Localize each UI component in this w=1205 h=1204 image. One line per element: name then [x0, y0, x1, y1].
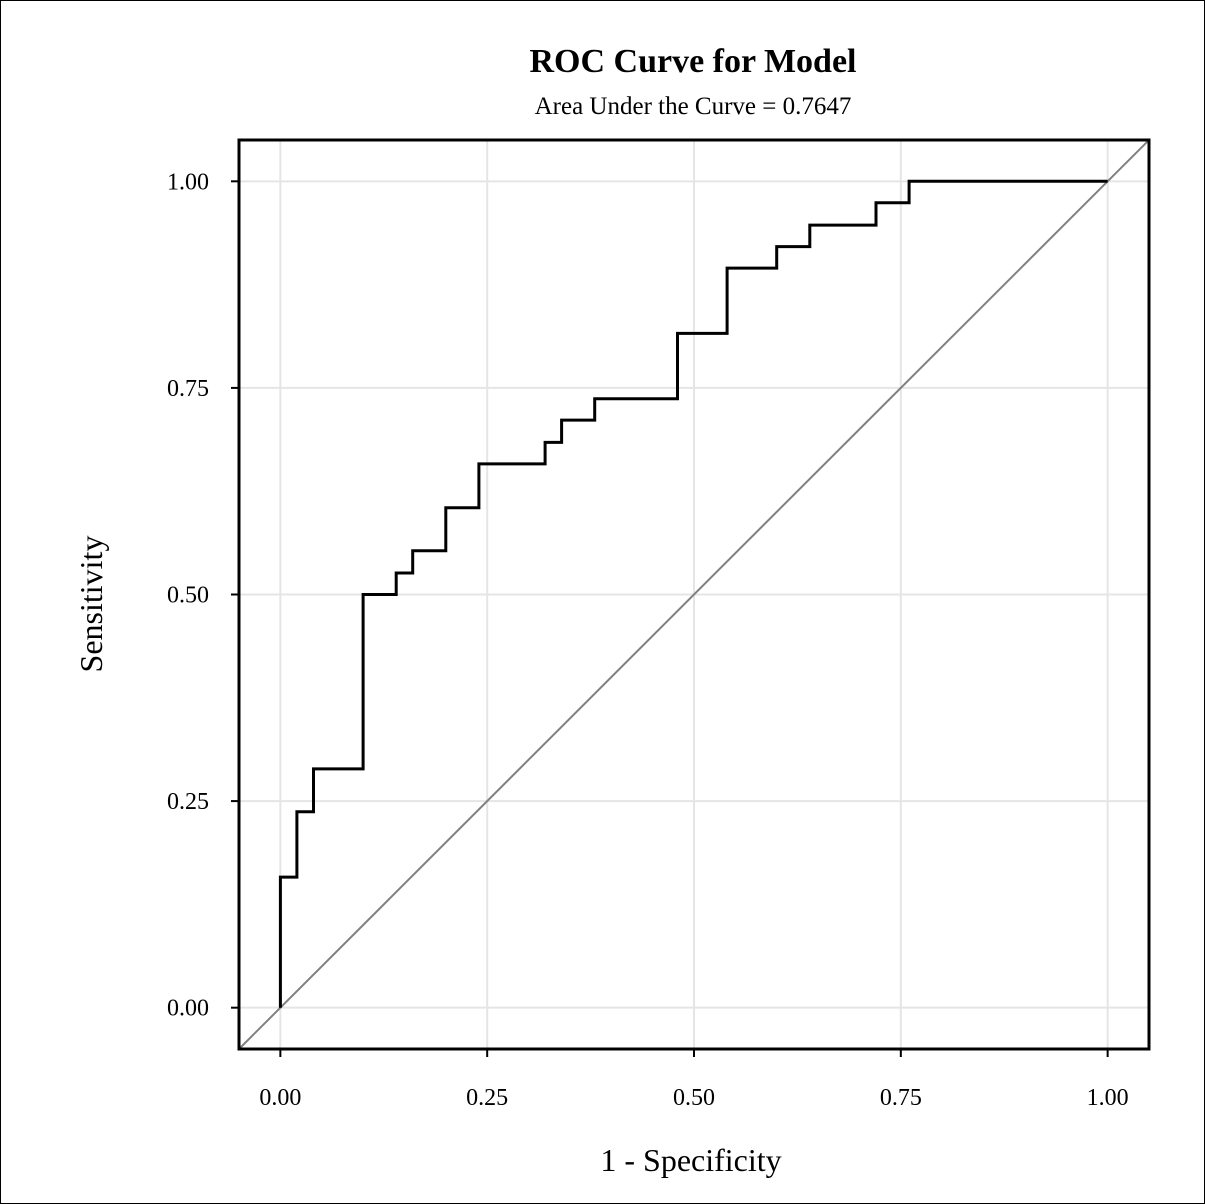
reference-line-layer — [238, 139, 1150, 1050]
x-tick-label-2: 0.50 — [673, 1085, 715, 1111]
x-tick-label-4: 1.00 — [1087, 1085, 1129, 1111]
reference-diagonal-line — [238, 139, 1150, 1050]
x-axis-label: 1 - Specificity — [600, 1142, 781, 1178]
x-axis-ticks: 0.00 0.25 0.50 0.75 1.00 — [259, 1049, 1129, 1111]
y-tick-label-0: 0.00 — [167, 996, 209, 1022]
chart-subtitle: Area Under the Curve = 0.7647 — [535, 93, 852, 120]
chart-title: ROC Curve for Model — [529, 43, 856, 80]
roc-curve-layer — [278, 179, 1108, 1008]
x-tick-label-3: 0.75 — [880, 1085, 922, 1111]
x-tick-label-0: 0.00 — [259, 1085, 301, 1111]
y-tick-label-3: 0.75 — [167, 376, 209, 402]
y-tick-label-4: 1.00 — [167, 169, 209, 195]
x-tick-label-1: 0.25 — [466, 1085, 508, 1111]
y-tick-label-1: 0.25 — [167, 789, 209, 815]
y-axis-ticks: 0.00 0.25 0.50 0.75 1.00 — [167, 169, 239, 1022]
y-tick-label-2: 0.50 — [167, 583, 209, 609]
roc-curve-line — [278, 179, 1108, 1008]
y-axis-label: Sensitivity — [73, 536, 109, 673]
